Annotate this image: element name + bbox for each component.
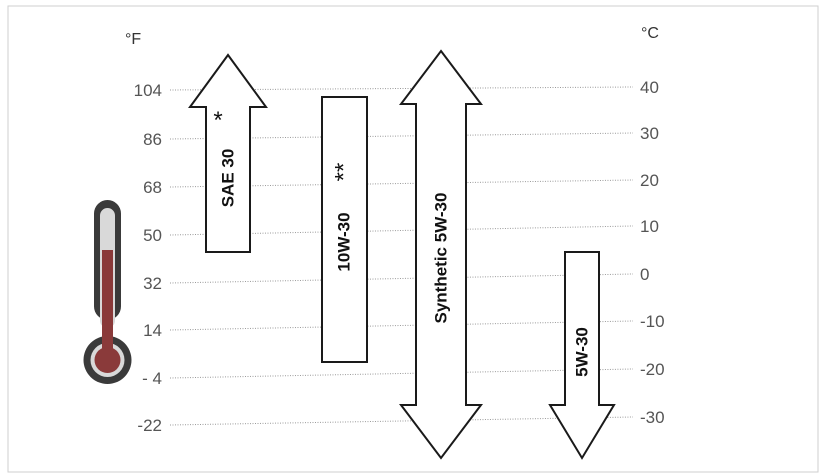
gridline — [169, 416, 634, 426]
sae30-mark: * — [213, 107, 222, 134]
gridline — [169, 320, 634, 331]
gridline — [169, 132, 634, 140]
synthetic-label: Synthetic 5W-30 — [432, 193, 451, 324]
f-tick-label: 32 — [143, 274, 162, 293]
c-tick-label: -30 — [640, 408, 665, 427]
sae30-label: SAE 30 — [219, 149, 238, 208]
celsius-unit: °C — [641, 25, 659, 42]
gridline — [169, 225, 634, 236]
synthetic-5w30-range: Synthetic 5W-30 — [398, 49, 484, 460]
gridline — [169, 368, 634, 379]
c-tick-label: 30 — [640, 124, 659, 143]
10w30-mark: ** — [331, 163, 358, 182]
sae30-arrow — [188, 53, 268, 253]
synthetic-double-arrow — [398, 49, 484, 460]
c-tick-label: 0 — [640, 265, 649, 284]
gridline — [169, 86, 634, 91]
c-tick-label: 20 — [640, 171, 659, 190]
5w30-arrow — [548, 251, 616, 460]
5w30-label: 5W-30 — [573, 327, 592, 377]
5w30-range: 5W-30 — [548, 251, 616, 460]
c-tick-label: 40 — [640, 78, 659, 97]
f-tick-label: 14 — [143, 321, 162, 340]
sae30-range: SAE 30 * — [188, 53, 268, 253]
f-tick-label: - 4 — [142, 369, 162, 388]
celsius-axis: 40 30 20 10 0 -10 -20 -30 — [640, 78, 665, 427]
f-tick-label: 50 — [143, 226, 162, 245]
10w30-label: 10W-30 — [335, 212, 354, 271]
10w30-range: 10W-30 ** — [321, 96, 368, 363]
fahrenheit-axis: 104 86 68 50 32 14 - 4 -22 — [134, 81, 162, 435]
thermometer-icon — [83, 200, 132, 384]
f-tick-label: 104 — [134, 81, 162, 100]
gridline — [169, 273, 634, 284]
c-tick-label: -10 — [640, 312, 665, 331]
f-tick-label: 68 — [143, 178, 162, 197]
10w30-bar — [321, 96, 368, 363]
f-tick-label: 86 — [143, 130, 162, 149]
gridlines — [169, 86, 634, 426]
c-tick-label: 10 — [640, 217, 659, 236]
frame — [7, 5, 819, 473]
gridline — [169, 179, 634, 188]
fahrenheit-unit: °F — [125, 31, 141, 48]
f-tick-label: -22 — [137, 416, 162, 435]
c-tick-label: -20 — [640, 360, 665, 379]
